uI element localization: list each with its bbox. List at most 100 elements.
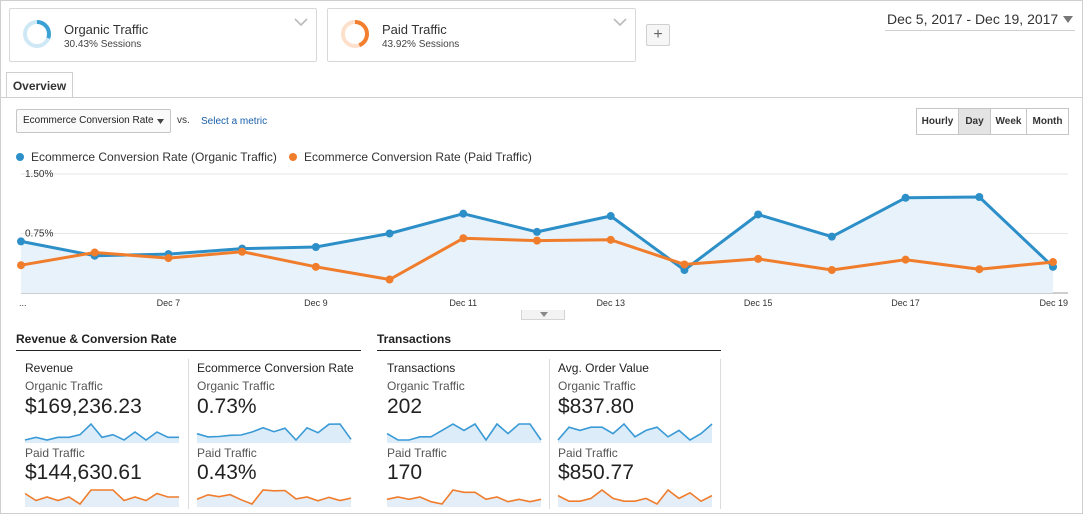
- data-point-paid[interactable]: [385, 275, 394, 284]
- data-point-paid[interactable]: [1049, 258, 1057, 267]
- sparkline-line: [386, 422, 542, 442]
- scorecard-divider: [188, 359, 189, 509]
- scorecard-divider: [720, 359, 721, 509]
- scorecard-transactions[interactable]: Transactions Organic Traffic 202 Paid Traff…: [379, 357, 549, 515]
- data-point-paid[interactable]: [238, 247, 247, 256]
- sparkline-organic: [196, 423, 352, 443]
- data-point-paid[interactable]: [90, 248, 99, 257]
- add-segment-button[interactable]: +: [646, 24, 670, 46]
- data-point-organic[interactable]: [385, 229, 394, 238]
- series-area-organic: [21, 197, 1053, 293]
- metric-dropdown-value: Ecommerce Conversion Rate: [23, 115, 154, 126]
- scorecard-divider: [549, 359, 550, 509]
- scorecard-metric-name: Ecommerce Conversion Rate: [197, 361, 354, 375]
- date-range-picker[interactable]: Dec 5, 2017 - Dec 19, 2017: [885, 9, 1075, 31]
- sparkline-paid: [557, 488, 713, 507]
- data-point-paid[interactable]: [754, 254, 763, 263]
- sparkline-area: [387, 424, 541, 443]
- sparkline-organic: [24, 422, 179, 443]
- data-point-paid[interactable]: [827, 265, 836, 274]
- select-metric-link[interactable]: Select a metric: [201, 116, 268, 127]
- data-point-paid[interactable]: [164, 254, 173, 263]
- vs-label: vs.: [177, 115, 190, 126]
- chevron-down-icon[interactable]: [613, 17, 627, 27]
- x-tick-label: Dec 13: [596, 298, 625, 308]
- data-point-paid[interactable]: [975, 265, 984, 274]
- scorecard-value-organic: 0.73%: [197, 395, 257, 418]
- data-point-organic[interactable]: [680, 265, 689, 274]
- sparkline-organic: [557, 422, 713, 443]
- granularity-week-button[interactable]: Week: [990, 108, 1027, 135]
- sparkline-area: [25, 490, 179, 507]
- group-title-revenue: Revenue & Conversion Rate: [16, 332, 361, 351]
- y-tick-label: 1.50%: [25, 169, 53, 180]
- x-tick-label: Dec 19: [1039, 298, 1068, 308]
- data-point-organic[interactable]: [459, 209, 468, 218]
- segment-stat: 30.43% Sessions: [64, 39, 142, 50]
- data-point-paid[interactable]: [533, 236, 541, 245]
- segment-card-organic[interactable]: Organic Traffic 30.43% Sessions: [9, 8, 317, 62]
- scorecard-value-paid: 170: [387, 461, 423, 484]
- data-point-paid[interactable]: [606, 235, 615, 244]
- segment-name: Organic Traffic: [64, 22, 149, 37]
- data-point-paid[interactable]: [17, 261, 25, 270]
- caret-down-icon: [157, 119, 164, 124]
- tab-overview[interactable]: Overview: [6, 72, 73, 98]
- data-point-organic[interactable]: [901, 193, 910, 202]
- legend-item-organic[interactable]: Ecommerce Conversion Rate (Organic Traff…: [16, 150, 277, 164]
- group-title-transactions: Transactions: [377, 332, 721, 351]
- sparkline-paid: [196, 489, 352, 507]
- scorecard-value-organic: $837.80: [558, 395, 634, 418]
- segment-ring-icon: [23, 20, 51, 48]
- sparkline-organic: [386, 422, 542, 443]
- scorecard-segment-label: Paid Traffic: [387, 446, 447, 460]
- scorecard-avg-order-value[interactable]: Avg. Order Value Organic Traffic $837.80 Pa…: [550, 357, 721, 515]
- tab-divider: [1, 97, 1083, 98]
- sparkline-line: [557, 488, 713, 506]
- data-point-paid[interactable]: [311, 262, 320, 271]
- x-tick-label: Dec 15: [744, 298, 773, 308]
- scorecard-value-paid: $144,630.61: [25, 461, 142, 484]
- granularity-toggle: Hourly Day Week Month: [916, 108, 1069, 135]
- sparkline-area: [387, 490, 541, 507]
- legend-item-paid[interactable]: Ecommerce Conversion Rate (Paid Traffic): [289, 150, 532, 164]
- sparkline-line: [557, 422, 713, 441]
- granularity-day-button[interactable]: Day: [958, 108, 991, 135]
- data-point-organic[interactable]: [311, 242, 320, 251]
- data-point-organic[interactable]: [975, 193, 984, 202]
- sparkline-area: [197, 490, 351, 507]
- line-chart: 1.50% 0.75%... Dec 7 Dec 9 Dec 11 Dec 13 Dec 1…: [17, 169, 1068, 308]
- scorecard-segment-label: Organic Traffic: [25, 379, 103, 393]
- date-range-text: Dec 5, 2017 - Dec 19, 2017: [887, 11, 1059, 27]
- granularity-hourly-button[interactable]: Hourly: [916, 108, 959, 135]
- scorecard-conversion-rate[interactable]: Ecommerce Conversion Rate Organic Traffic…: [189, 357, 361, 515]
- legend-label: Ecommerce Conversion Rate (Paid Traffic): [304, 150, 532, 164]
- y-tick-label: 0.75%: [25, 229, 53, 240]
- data-point-paid[interactable]: [901, 255, 910, 264]
- chart-resize-handle[interactable]: [521, 310, 565, 320]
- data-point-paid[interactable]: [459, 234, 468, 243]
- sparkline-line: [386, 489, 542, 505]
- sparkline-paid: [386, 489, 542, 507]
- data-point-organic[interactable]: [606, 212, 615, 221]
- data-point-paid[interactable]: [680, 260, 689, 269]
- data-point-organic[interactable]: [754, 210, 763, 219]
- caret-down-icon: [1063, 16, 1073, 23]
- data-point-organic[interactable]: [827, 232, 836, 241]
- segment-name: Paid Traffic: [382, 22, 447, 37]
- legend-label: Ecommerce Conversion Rate (Organic Traff…: [31, 150, 277, 164]
- scorecard-value-paid: $850.77: [558, 461, 634, 484]
- granularity-month-button[interactable]: Month: [1026, 108, 1069, 135]
- scorecard-metric-name: Transactions: [387, 361, 456, 375]
- data-point-organic[interactable]: [17, 237, 25, 246]
- x-tick-label: ...: [19, 298, 27, 308]
- metric-dropdown[interactable]: Ecommerce Conversion Rate: [16, 109, 171, 133]
- segment-card-paid[interactable]: Paid Traffic 43.92% Sessions: [327, 8, 636, 62]
- data-point-organic[interactable]: [533, 227, 541, 236]
- scorecard-revenue[interactable]: Revenue Organic Traffic $169,236.23 Paid Tr…: [17, 357, 187, 515]
- scorecard-value-paid: 0.43%: [197, 461, 257, 484]
- legend-dot-icon: [16, 153, 24, 161]
- chevron-down-icon[interactable]: [294, 17, 308, 27]
- sparkline-line: [196, 423, 352, 442]
